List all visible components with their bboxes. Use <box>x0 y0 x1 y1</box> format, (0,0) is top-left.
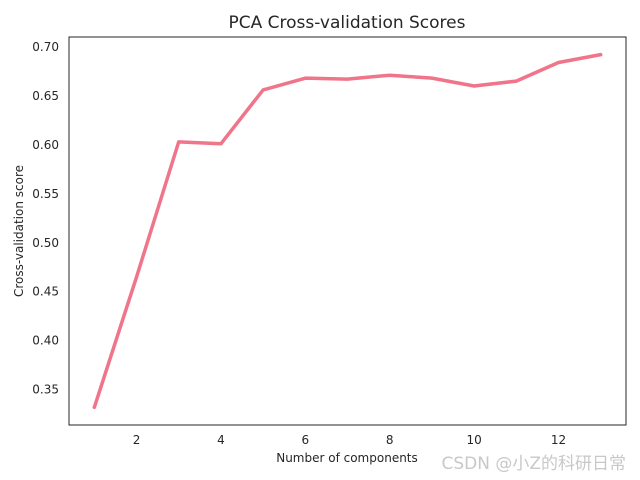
x-axis: 2 4 6 8 10 12 <box>133 433 566 447</box>
x-tick-label: 2 <box>133 433 141 447</box>
plot-frame <box>68 36 627 426</box>
y-tick-label: 0.55 <box>32 187 59 201</box>
x-tick-label: 6 <box>301 433 309 447</box>
y-tick-label: 0.50 <box>32 236 59 250</box>
watermark: CSDN @小Z的科研日常 <box>441 454 626 474</box>
y-axis: 0.35 0.40 0.45 0.50 0.55 0.60 0.65 0.70 <box>32 40 59 397</box>
x-tick-label: 4 <box>217 433 225 447</box>
y-tick-label: 0.45 <box>32 285 59 299</box>
y-axis-label: Cross-validation score <box>12 165 26 297</box>
y-tick-label: 0.40 <box>32 334 59 348</box>
x-tick-label: 10 <box>466 433 481 447</box>
series-line <box>92 52 603 410</box>
x-tick-label: 8 <box>386 433 394 447</box>
chart-title: PCA Cross-validation Scores <box>228 13 465 33</box>
y-tick-label: 0.60 <box>32 138 59 152</box>
x-axis-label: Number of components <box>276 451 418 465</box>
y-tick-label: 0.35 <box>32 383 59 397</box>
y-tick-label: 0.70 <box>32 40 59 54</box>
series-layer <box>92 52 603 410</box>
x-tick-label: 12 <box>551 433 566 447</box>
y-tick-label: 0.65 <box>32 89 59 103</box>
